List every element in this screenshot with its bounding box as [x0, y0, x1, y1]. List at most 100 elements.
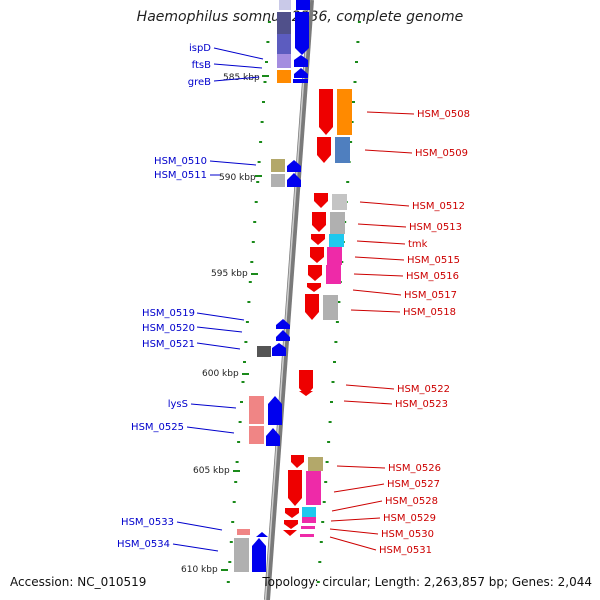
gene-label: HSM_0513	[409, 222, 462, 233]
gene-arrow	[299, 391, 313, 396]
gene-block	[237, 529, 250, 535]
gene-arrow	[272, 343, 286, 356]
gene-arrow	[305, 294, 319, 320]
kbp-label-ticks	[221, 75, 269, 571]
gene-block	[335, 137, 350, 163]
gene-label: lysS	[168, 399, 188, 410]
kbp-label: 605 kbp	[193, 466, 230, 476]
gene-label: HSM_0509	[415, 148, 468, 159]
gene-arrow	[268, 396, 282, 425]
gene-block	[277, 12, 291, 34]
gene-label: HSM_0508	[417, 109, 470, 120]
left-labels: ispD ftsB greB HSM_0510 HSM_0511 HSM_051…	[117, 43, 264, 552]
gene-block	[271, 174, 285, 187]
gene-arrow	[287, 160, 301, 172]
gene-arrow	[307, 283, 321, 292]
gene-arrow	[311, 234, 325, 245]
gene-label: HSM_0529	[383, 513, 436, 524]
gene-block	[301, 526, 315, 529]
gene-block	[306, 471, 321, 505]
gene-label: HSM_0523	[395, 399, 448, 410]
accession-text: Accession: NC_010519	[10, 575, 147, 589]
gene-label: HSM_0516	[406, 271, 459, 282]
gene-arrow	[299, 370, 313, 396]
gene-block	[249, 426, 264, 444]
gene-arrow	[310, 247, 324, 263]
gene-arrow	[294, 68, 308, 78]
genome-stats-text: Topology: circular; Length: 2,263,857 bp…	[262, 575, 592, 589]
gene-label: HSM_0527	[387, 479, 440, 490]
gene-arrow	[314, 193, 328, 208]
gene-label: HSM_0533	[121, 517, 174, 528]
gene-label: HSM_0528	[385, 496, 438, 507]
gene-label: HSM_0531	[379, 545, 432, 556]
gene-block	[330, 212, 345, 234]
gene-block	[329, 234, 344, 247]
gene-block	[323, 295, 338, 320]
gene-arrow	[287, 173, 301, 187]
gene-arrow	[308, 265, 322, 281]
gene-block	[271, 159, 285, 172]
gene-arrow	[295, 12, 309, 55]
gene-block	[279, 0, 291, 10]
gene-arrow	[291, 455, 304, 468]
gene-block	[249, 396, 264, 424]
gene-label: HSM_0515	[407, 255, 460, 266]
gene-label: ispD	[189, 43, 211, 54]
gene-label: HSM_0512	[412, 201, 465, 212]
gene-arrow	[319, 89, 333, 135]
gene-label: HSM_0522	[397, 384, 450, 395]
gene-block	[327, 247, 342, 265]
gene-label: ftsB	[192, 60, 211, 71]
gene-arrow	[252, 538, 266, 572]
gene-block	[326, 265, 341, 284]
gene-block	[296, 0, 310, 10]
gene-label: HSM_0521	[142, 339, 195, 350]
gene-arrow	[312, 212, 326, 232]
right-labels: HSM_0508 HSM_0509 HSM_0512 HSM_0513 tmk …	[329, 109, 470, 556]
gene-block	[277, 34, 291, 54]
gene-block	[277, 70, 291, 83]
gene-block	[337, 89, 352, 135]
genome-backbone	[264, 0, 314, 600]
gene-label: HSM_0525	[131, 422, 184, 433]
kbp-label: 600 kbp	[202, 369, 239, 379]
gene-label: HSM_0518	[403, 307, 456, 318]
kbp-label: 595 kbp	[211, 269, 248, 279]
kbp-label: 590 kbp	[219, 173, 256, 183]
gene-label: HSM_0517	[404, 290, 457, 301]
gene-block	[308, 457, 323, 471]
gene-block	[257, 346, 271, 357]
gene-arrow	[276, 330, 290, 341]
kbp-labels: 585 kbp 590 kbp 595 kbp 600 kbp 605 kbp …	[181, 73, 260, 575]
gene-arrow	[294, 55, 308, 67]
gene-label: greB	[188, 77, 211, 88]
gene-label: HSM_0534	[117, 539, 170, 550]
gene-arrow	[256, 532, 268, 537]
kbp-label: 610 kbp	[181, 565, 218, 575]
gene-arrow	[276, 319, 290, 329]
gene-arrow	[285, 508, 299, 518]
gene-label: HSM_0526	[388, 463, 441, 474]
gene-arrow	[284, 520, 298, 529]
gene-label: HSM_0511	[154, 170, 207, 181]
left-features	[234, 0, 310, 572]
gene-block	[234, 538, 249, 572]
gene-block	[277, 54, 291, 68]
gene-arrow	[288, 470, 302, 506]
right-features	[283, 89, 352, 537]
kbp-label: 585 kbp	[223, 73, 260, 83]
gene-arrow	[283, 530, 297, 536]
gene-block	[300, 534, 314, 537]
gene-arrow	[317, 137, 331, 163]
gene-label: HSM_0519	[142, 308, 195, 319]
gene-label: HSM_0510	[154, 156, 207, 167]
gene-label: tmk	[408, 239, 428, 250]
gene-label: HSM_0520	[142, 323, 195, 334]
gene-label: HSM_0530	[381, 529, 434, 540]
gene-arrow	[266, 428, 280, 446]
gene-block	[293, 79, 308, 83]
gene-block	[332, 194, 347, 210]
gene-block	[302, 517, 316, 523]
